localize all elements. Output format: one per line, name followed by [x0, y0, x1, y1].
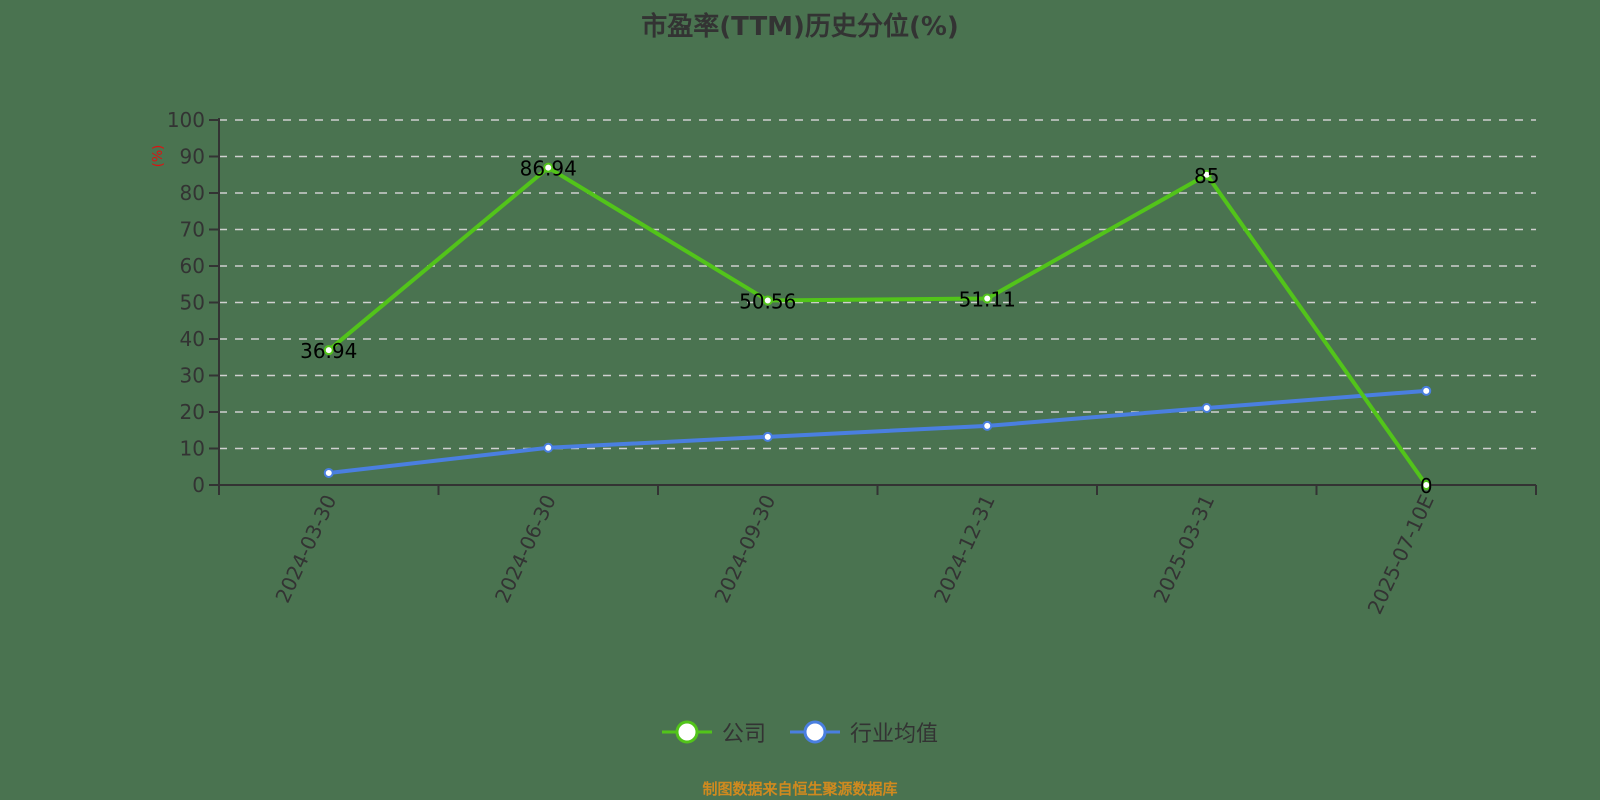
- y-axis-unit-label: (%): [151, 145, 166, 168]
- data-point[interactable]: [543, 442, 554, 453]
- y-tick-label: 40: [180, 327, 205, 351]
- y-tick-label: 90: [180, 145, 205, 169]
- x-tick-label: 2024-09-30: [709, 491, 780, 606]
- legend-marker-icon: [661, 720, 712, 744]
- x-tick-label: 2024-03-30: [270, 491, 341, 606]
- y-tick-label: 0: [192, 473, 205, 497]
- y-tick-label: 10: [180, 437, 205, 461]
- x-tick-label: 2025-07-10E: [1363, 491, 1439, 618]
- x-tick-label: 2024-06-30: [490, 491, 561, 606]
- y-tick-label: 100: [167, 108, 205, 132]
- legend-label: 公司: [721, 722, 766, 747]
- y-tick-label: 30: [180, 364, 205, 388]
- data-label: 86.94: [520, 157, 577, 181]
- legend: 公司 行业均值: [0, 716, 1600, 748]
- chart-title: 市盈率(TTM)历史分位(%): [641, 12, 959, 42]
- data-point[interactable]: [543, 162, 554, 173]
- company-line: [327, 165, 1428, 487]
- data-label: 51.11: [959, 287, 1016, 311]
- legend-label: 行业均值: [850, 722, 939, 747]
- legend-item-company[interactable]: 公司: [661, 716, 766, 748]
- data-point[interactable]: [982, 293, 993, 304]
- data-point[interactable]: [1421, 385, 1432, 396]
- data-label: 0: [1420, 474, 1433, 498]
- data-point[interactable]: [982, 420, 993, 431]
- data-label: 36.94: [300, 339, 357, 363]
- y-tick-label: 70: [180, 218, 205, 242]
- data-point[interactable]: [1421, 480, 1432, 490]
- data-point[interactable]: [323, 467, 334, 478]
- legend-marker-icon: [790, 720, 840, 744]
- data-point[interactable]: [323, 345, 334, 356]
- y-tick-label: 50: [180, 291, 205, 315]
- x-tick-label: 2024-12-31: [929, 491, 1000, 606]
- y-tick-label: 60: [180, 254, 205, 278]
- data-point[interactable]: [762, 295, 773, 306]
- data-point[interactable]: [762, 431, 773, 442]
- data-point[interactable]: [1201, 402, 1212, 413]
- y-tick-label: 80: [180, 181, 205, 205]
- x-tick-label: 2025-03-31: [1148, 491, 1219, 606]
- data-point[interactable]: [1201, 169, 1212, 180]
- data-label: 50.56: [739, 289, 796, 313]
- data-label: 85: [1194, 164, 1219, 188]
- data-source-note: 制图数据来自恒生聚源数据库: [702, 780, 898, 798]
- industry-average-line: [328, 388, 1427, 475]
- y-tick-label: 20: [180, 400, 205, 424]
- legend-item-industry-average[interactable]: 行业均值: [790, 716, 938, 748]
